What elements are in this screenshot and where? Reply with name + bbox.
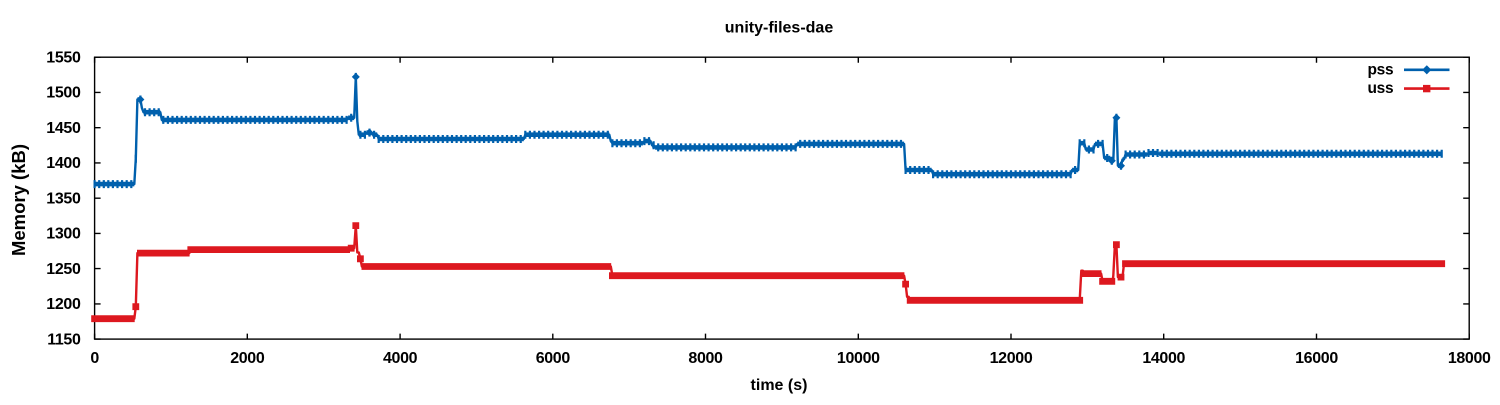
svg-text:4000: 4000 (383, 350, 418, 367)
svg-text:unity-files-dae: unity-files-dae (725, 20, 834, 37)
svg-text:1400: 1400 (46, 155, 81, 172)
svg-text:1350: 1350 (46, 191, 81, 208)
svg-text:1150: 1150 (47, 331, 81, 348)
svg-text:10000: 10000 (837, 350, 880, 367)
svg-text:14000: 14000 (1142, 350, 1185, 367)
svg-text:8000: 8000 (688, 350, 723, 367)
svg-text:time (s): time (s) (751, 377, 808, 394)
svg-text:6000: 6000 (536, 350, 571, 367)
svg-text:uss: uss (1367, 80, 1393, 97)
svg-text:pss: pss (1367, 61, 1393, 78)
svg-text:1550: 1550 (46, 50, 81, 67)
svg-text:1300: 1300 (46, 226, 81, 243)
svg-text:1500: 1500 (46, 85, 81, 102)
svg-text:18000: 18000 (1448, 350, 1491, 367)
svg-text:1200: 1200 (46, 296, 81, 313)
svg-text:12000: 12000 (990, 350, 1033, 367)
svg-text:Memory (kB): Memory (kB) (8, 144, 29, 256)
svg-text:1450: 1450 (46, 120, 81, 137)
svg-text:2000: 2000 (230, 350, 265, 367)
svg-text:1250: 1250 (46, 261, 81, 278)
svg-text:0: 0 (90, 350, 99, 367)
svg-text:16000: 16000 (1295, 350, 1338, 367)
